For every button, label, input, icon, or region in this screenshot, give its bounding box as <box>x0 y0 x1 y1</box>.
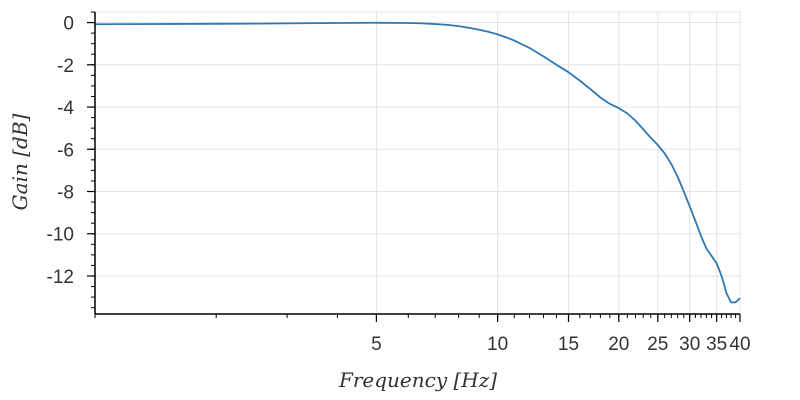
x-tick-label: 15 <box>558 334 579 355</box>
y-axis-label: Gain [dB] <box>8 113 32 210</box>
tick-labels: 5 10 15 20 25 30 35 40 0 -2 -4 -6 -8 -10 -12 <box>47 14 751 355</box>
x-tick-label: 20 <box>608 334 629 355</box>
y-tick-label: -10 <box>47 225 74 246</box>
x-tick-label: 35 <box>706 334 727 355</box>
y-tick-label: -2 <box>57 56 74 77</box>
x-tick-label: 10 <box>487 334 508 355</box>
axes <box>87 11 741 322</box>
gain-curve <box>94 21 741 304</box>
plot-border <box>94 11 741 315</box>
y-tick-label: -4 <box>57 98 74 119</box>
y-tick-label: 0 <box>63 14 74 35</box>
series-layer <box>94 21 741 304</box>
x-tick-label: 30 <box>679 334 700 355</box>
x-tick-label: 5 <box>371 334 382 355</box>
x-tick-label: 25 <box>647 334 668 355</box>
y-tick-label: -8 <box>57 183 74 204</box>
y-tick-label: -6 <box>57 140 74 161</box>
y-tick-label: -12 <box>47 267 74 288</box>
x-tick-label: 40 <box>729 334 750 355</box>
x-axis-label: Frequency [Hz] <box>338 368 497 392</box>
grid <box>94 11 741 315</box>
